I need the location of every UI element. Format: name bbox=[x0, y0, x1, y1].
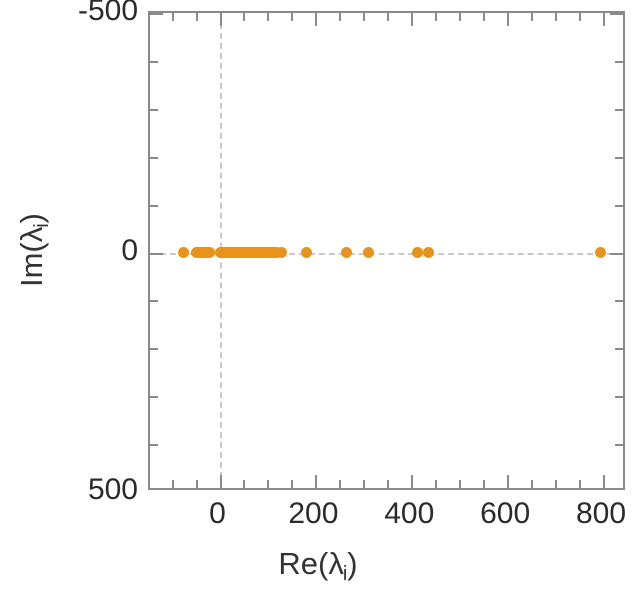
x-tick-700 bbox=[555, 480, 558, 488]
y-tick-right-100 bbox=[615, 204, 623, 207]
x-tick-550 bbox=[483, 480, 486, 488]
x-tick-top-700 bbox=[555, 13, 558, 21]
y-axis-label-subscript: i bbox=[30, 223, 53, 228]
x-tick-450 bbox=[435, 480, 438, 488]
x-axis-label: Re(λi) bbox=[0, 546, 636, 586]
x-tick--50 bbox=[195, 480, 198, 488]
x-tick-top-550 bbox=[483, 13, 486, 21]
x-tick-400 bbox=[411, 475, 414, 488]
y-tick-500 bbox=[150, 13, 163, 15]
data-point bbox=[422, 247, 434, 258]
x-tick-200 bbox=[315, 475, 318, 488]
x-tick-150 bbox=[291, 480, 294, 488]
x-tick-label-0: 0 bbox=[209, 497, 226, 530]
x-tick-label-200: 200 bbox=[288, 497, 339, 530]
x-tick-100 bbox=[267, 480, 270, 488]
x-axis-label-symbol: λ bbox=[328, 546, 344, 581]
data-point bbox=[411, 247, 423, 258]
x-tick-top--50 bbox=[195, 13, 198, 21]
x-tick-top-800 bbox=[603, 13, 606, 26]
y-tick-right-0 bbox=[610, 252, 623, 255]
y-tick-label--500: 500 bbox=[87, 473, 138, 506]
y-tick-right-400 bbox=[615, 60, 623, 63]
x-tick-650 bbox=[531, 480, 534, 488]
x-tick-top-300 bbox=[363, 13, 366, 21]
data-point bbox=[300, 247, 312, 258]
x-tick-top-400 bbox=[411, 13, 414, 26]
x-tick-top-100 bbox=[267, 13, 270, 21]
x-tick-top-650 bbox=[531, 13, 534, 21]
x-tick-top-250 bbox=[339, 13, 342, 21]
y-tick-label-500: -500 bbox=[77, 0, 138, 27]
x-tick-800 bbox=[603, 475, 606, 488]
y-tick-200 bbox=[150, 156, 158, 159]
data-point bbox=[178, 247, 190, 258]
x-tick-top-500 bbox=[459, 13, 462, 21]
y-tick-right-300 bbox=[615, 108, 623, 111]
y-tick-right--100 bbox=[615, 300, 623, 303]
x-tick-750 bbox=[579, 480, 582, 488]
x-tick-top-200 bbox=[315, 13, 318, 26]
x-tick-top--100 bbox=[171, 13, 174, 21]
y-axis-label-prefix: Im( bbox=[14, 242, 50, 288]
x-tick-label-400: 400 bbox=[384, 497, 435, 530]
y-axis-label-suffix: ) bbox=[14, 212, 50, 224]
data-point bbox=[595, 247, 607, 258]
y-axis-label: Im(λi) bbox=[14, 213, 54, 287]
y-tick-right--300 bbox=[615, 396, 623, 399]
y-tick-0 bbox=[150, 252, 163, 255]
y-tick-300 bbox=[150, 108, 158, 111]
data-point bbox=[362, 247, 374, 258]
y-tick-100 bbox=[150, 204, 158, 207]
y-axis-label-symbol: λ bbox=[14, 226, 50, 243]
x-tick-300 bbox=[363, 480, 366, 488]
data-point bbox=[341, 247, 353, 258]
x-tick-top-0 bbox=[219, 13, 222, 26]
x-tick-top-600 bbox=[507, 13, 510, 26]
y-tick--300 bbox=[150, 396, 158, 399]
x-tick-label-800: 800 bbox=[575, 497, 627, 530]
y-tick-right--400 bbox=[615, 444, 623, 447]
y-tick-right--200 bbox=[615, 348, 623, 351]
x-tick-250 bbox=[339, 480, 342, 488]
y-tick-label-0: 0 bbox=[121, 233, 138, 267]
y-tick-right-500 bbox=[610, 13, 623, 15]
y-tick-400 bbox=[150, 60, 158, 63]
plot-inner bbox=[150, 13, 623, 488]
x-axis-label-subscript: i bbox=[342, 562, 348, 585]
x-tick-label-600: 600 bbox=[480, 497, 531, 530]
x-tick-600 bbox=[507, 475, 510, 488]
data-point bbox=[204, 247, 216, 258]
x-tick-top-150 bbox=[291, 13, 294, 21]
data-point bbox=[276, 247, 288, 258]
y-tick--200 bbox=[150, 348, 158, 351]
x-tick-0 bbox=[219, 475, 222, 488]
zero-imaginary-reference-line bbox=[150, 252, 623, 255]
y-tick-right-200 bbox=[615, 156, 623, 159]
x-tick-500 bbox=[459, 480, 462, 488]
x-axis-label-prefix: Re( bbox=[278, 546, 329, 581]
x-tick-top-350 bbox=[387, 13, 390, 21]
x-tick-top-450 bbox=[435, 13, 438, 21]
x-tick-350 bbox=[387, 480, 390, 488]
x-tick-50 bbox=[243, 480, 246, 488]
x-tick-top-50 bbox=[243, 13, 246, 21]
y-tick--400 bbox=[150, 444, 158, 447]
x-tick--100 bbox=[171, 480, 174, 488]
plot-area bbox=[148, 11, 625, 490]
y-tick--100 bbox=[150, 300, 158, 303]
x-axis-label-suffix: ) bbox=[347, 546, 358, 581]
x-tick-top-750 bbox=[579, 13, 582, 21]
